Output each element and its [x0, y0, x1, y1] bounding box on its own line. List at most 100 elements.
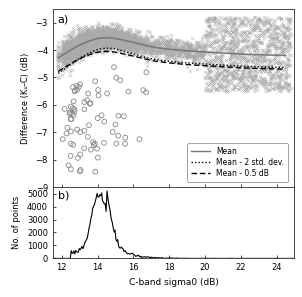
Point: [242, 88, 247, 93]
Point: [88, 31, 92, 36]
Point: [120, 45, 125, 50]
Point: [107, 38, 111, 42]
Point: [63, 42, 67, 47]
Point: [266, 29, 271, 33]
Point: [286, 82, 291, 87]
Point: [72, 43, 76, 48]
Point: [69, 45, 73, 50]
Point: [80, 41, 85, 46]
Point: [92, 38, 97, 43]
Point: [125, 36, 130, 41]
Point: [85, 41, 89, 46]
Point: [80, 34, 85, 39]
Point: [74, 39, 79, 43]
Point: [126, 40, 131, 44]
Point: [102, 31, 107, 36]
Point: [104, 43, 109, 48]
Point: [91, 37, 95, 42]
Point: [104, 34, 109, 39]
Point: [226, 61, 231, 66]
Point: [106, 44, 111, 49]
Point: [87, 45, 92, 49]
Point: [98, 37, 102, 41]
Point: [82, 45, 86, 50]
Point: [135, 40, 140, 45]
Point: [64, 50, 69, 55]
Point: [106, 33, 111, 38]
Point: [205, 89, 210, 93]
Point: [104, 33, 109, 38]
Point: [86, 39, 91, 43]
Point: [90, 42, 95, 47]
Point: [124, 39, 128, 43]
Point: [236, 87, 241, 91]
Point: [197, 49, 202, 53]
Point: [97, 35, 102, 40]
Point: [120, 35, 125, 40]
Point: [250, 38, 255, 43]
Point: [113, 42, 117, 46]
Point: [197, 61, 202, 66]
Point: [177, 45, 182, 50]
Point: [255, 23, 260, 28]
Point: [236, 42, 240, 47]
Point: [230, 75, 235, 80]
Point: [82, 42, 86, 47]
Point: [238, 54, 243, 59]
Point: [155, 42, 159, 47]
Point: [212, 16, 217, 21]
Point: [233, 84, 237, 89]
Point: [162, 41, 167, 45]
Point: [223, 57, 228, 62]
Point: [146, 45, 151, 49]
Point: [119, 47, 124, 51]
Point: [140, 47, 145, 51]
Point: [221, 44, 226, 48]
Point: [73, 38, 78, 43]
Point: [93, 41, 98, 45]
Point: [107, 32, 112, 37]
Point: [101, 35, 106, 40]
Point: [78, 40, 82, 45]
Point: [175, 40, 180, 44]
Point: [86, 31, 91, 36]
Point: [72, 107, 77, 112]
Point: [76, 35, 81, 40]
Point: [276, 74, 281, 79]
Point: [93, 32, 98, 37]
Point: [77, 51, 82, 56]
Point: [115, 40, 120, 45]
Point: [84, 47, 89, 52]
Point: [111, 36, 115, 41]
Point: [230, 56, 234, 61]
Point: [112, 36, 117, 40]
Point: [284, 16, 289, 21]
Point: [96, 45, 101, 50]
Point: [78, 46, 82, 50]
Point: [65, 56, 70, 61]
Point: [163, 40, 168, 45]
Point: [209, 42, 214, 47]
Point: [67, 54, 72, 59]
Point: [244, 84, 249, 89]
Point: [235, 43, 240, 48]
Point: [95, 30, 100, 35]
Point: [134, 38, 139, 43]
Point: [105, 27, 110, 31]
Point: [105, 42, 110, 47]
Point: [158, 40, 163, 45]
Point: [268, 17, 273, 22]
Point: [277, 65, 282, 69]
Point: [88, 45, 93, 49]
Point: [78, 48, 82, 52]
Point: [73, 43, 78, 48]
Point: [217, 55, 222, 60]
Point: [92, 37, 96, 42]
Point: [94, 31, 99, 36]
Point: [76, 29, 81, 34]
Point: [83, 38, 88, 43]
Point: [81, 40, 85, 44]
Point: [112, 30, 117, 35]
Point: [90, 38, 95, 43]
Point: [113, 32, 117, 37]
